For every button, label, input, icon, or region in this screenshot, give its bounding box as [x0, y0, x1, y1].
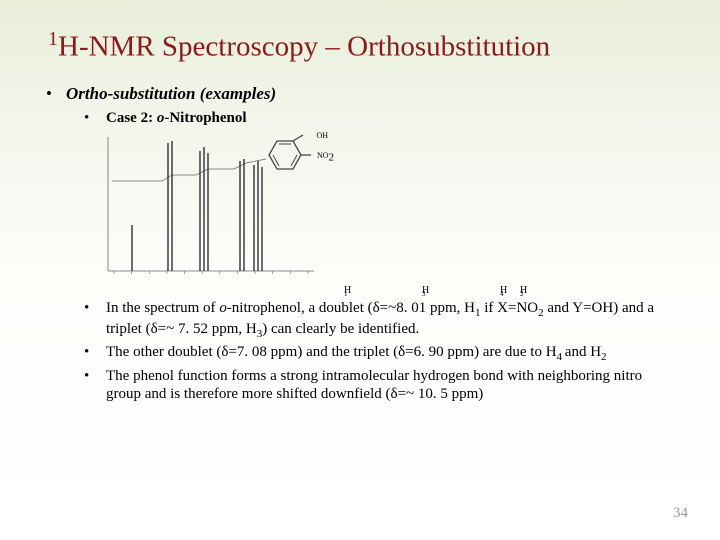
spectrum-figure: OH NO2 H1 H3 H4 H2	[106, 131, 680, 291]
bullet-dot: •	[84, 110, 106, 127]
heading-l1-text: Ortho-substitution (examples)	[66, 84, 276, 104]
body-bullet: •In the spectrum of o-nitrophenol, a dou…	[84, 299, 680, 342]
bullet-text: The phenol function forms a strong intra…	[106, 367, 680, 404]
bullet-dot: •	[84, 343, 106, 364]
body-bullets: •In the spectrum of o-nitrophenol, a dou…	[40, 299, 680, 404]
peak-label-h1: H1	[344, 285, 348, 298]
bullet-text: In the spectrum of o-nitrophenol, a doub…	[106, 299, 680, 342]
content-area: • Ortho-substitution (examples) • Case 2…	[0, 64, 720, 404]
molecule-structure	[254, 133, 320, 189]
peak-label-h2: H2	[520, 285, 524, 298]
bullet-dot: •	[84, 299, 106, 342]
peak-label-h3: H3	[422, 285, 426, 298]
bullet-text: The other doublet (δ=7. 08 ppm) and the …	[106, 343, 680, 364]
case-rest: -Nitrophenol	[164, 110, 246, 126]
bullet-dot: •	[40, 84, 66, 104]
benzene-ring-icon	[254, 133, 320, 189]
bullet-dot: •	[84, 367, 106, 404]
slide-number: 34	[673, 505, 688, 522]
slide-title: 1H-NMR Spectroscopy – Orthosubstitution	[0, 0, 720, 64]
body-bullet: •The phenol function forms a strong intr…	[84, 367, 680, 404]
title-text: H-NMR Spectroscopy – Orthosubstitution	[58, 31, 550, 63]
heading-level2: • Case 2: o-Nitrophenol	[84, 110, 680, 127]
case-prefix: Case 2:	[106, 110, 157, 126]
title-superscript: 1	[48, 28, 58, 50]
peak-label-h4: H4	[500, 285, 504, 298]
molecule-no2-label: NO2	[317, 151, 334, 164]
molecule-oh-label: OH	[316, 131, 328, 140]
heading-l2-text: Case 2: o-Nitrophenol	[106, 110, 247, 127]
heading-level1: • Ortho-substitution (examples)	[40, 84, 680, 104]
body-bullet: •The other doublet (δ=7. 08 ppm) and the…	[84, 343, 680, 364]
